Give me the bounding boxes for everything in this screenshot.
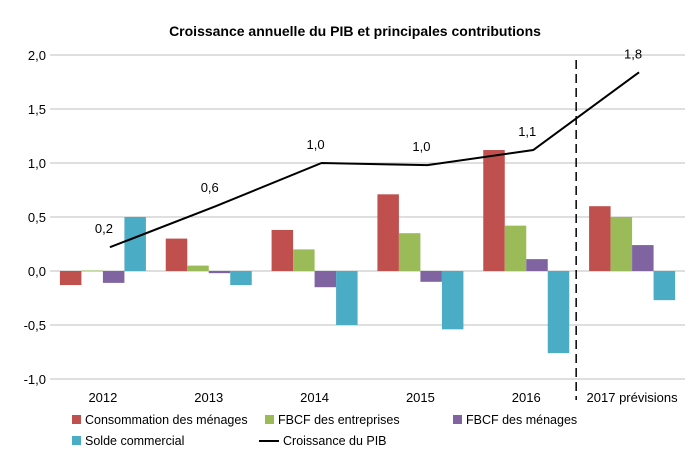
bar-solde-commercial [653,271,676,301]
y-tick-label: 1,5 [28,102,46,117]
bar-fbcf-des-ménages [526,259,548,271]
bar-consommation-des-ménages [59,271,82,286]
bar-solde-commercial [547,271,570,354]
chart-title: Croissance annuelle du PIB et principale… [169,23,541,39]
data-label: 1,8 [624,46,642,61]
bar-fbcf-des-ménages [208,271,231,274]
y-tick-label: -1,0 [24,372,46,387]
legend-swatch [265,415,274,424]
bar-solde-commercial [441,271,464,330]
bar-fbcf-des-ménages [102,271,125,283]
x-tick-label: 2012 [88,390,117,405]
legend-label: Consommation des ménages [85,413,248,427]
bar-solde-commercial [124,217,146,271]
x-tick-label: 2015 [406,390,435,405]
y-tick-label: 0,5 [28,210,46,225]
legend-label: FBCF des ménages [466,413,577,427]
bar-fbcf-des-entreprises [81,270,103,272]
x-tick-label: 2013 [194,390,223,405]
bar-consommation-des-ménages [377,194,399,271]
data-label: 0,6 [201,180,219,195]
legend-label: Croissance du PIB [283,434,387,448]
data-label: 0,2 [95,221,113,236]
bar-fbcf-des-entreprises [293,249,315,271]
bar-consommation-des-ménages [589,206,611,271]
bar-fbcf-des-ménages [314,271,337,288]
y-tick-label: -0,5 [24,318,46,333]
x-tick-label: 2014 [300,390,329,405]
bar-solde-commercial [336,271,358,325]
legend-label: FBCF des entreprises [278,413,400,427]
legend-swatch [453,415,462,424]
bar-consommation-des-ménages [165,238,188,271]
bar-fbcf-des-ménages [420,271,442,282]
bar-fbcf-des-entreprises [398,233,421,271]
y-tick-label: 0,0 [28,264,46,279]
y-tick-label: 2,0 [28,48,46,63]
bar-solde-commercial [230,271,252,286]
bar-fbcf-des-entreprises [504,225,527,271]
bar-consommation-des-ménages [483,150,505,271]
legend-label: Solde commercial [85,434,184,448]
data-label: 1,1 [518,124,536,139]
line-croissance-du-pib [109,71,640,249]
x-tick-label: 2017 prévisions [587,390,679,405]
x-tick-label: 2016 [512,390,541,405]
legend-swatch [72,436,81,445]
bar-fbcf-des-ménages [632,245,654,271]
y-tick-label: 1,0 [28,156,46,171]
bar-fbcf-des-entreprises [187,265,209,271]
bar-fbcf-des-entreprises [610,217,633,271]
data-label: 1,0 [307,137,325,152]
data-label: 1,0 [412,139,430,154]
legend-swatch [72,415,81,424]
bar-consommation-des-ménages [271,229,294,271]
